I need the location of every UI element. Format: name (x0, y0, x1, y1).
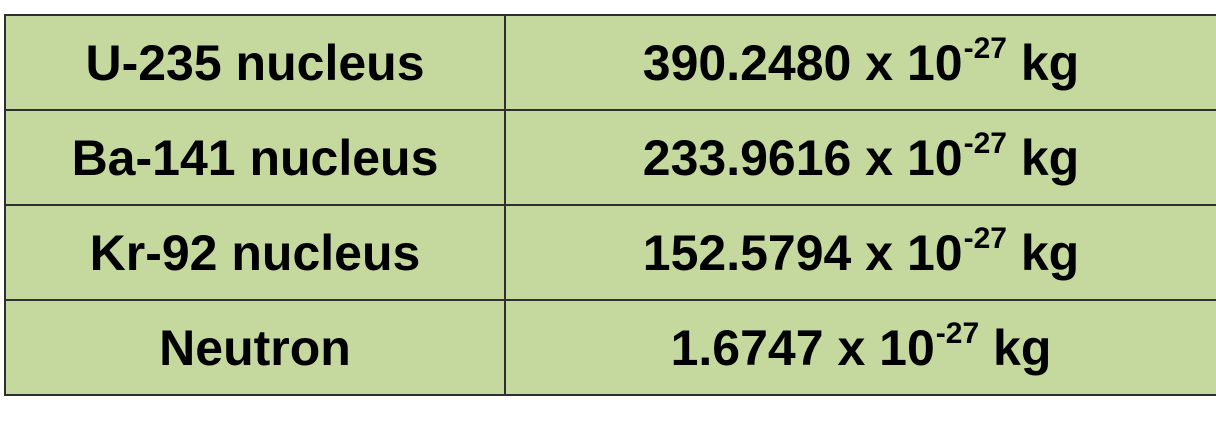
multiply-sign: x (837, 319, 866, 376)
table-row: Ba-141 nucleus 233.9616 x 10-27 kg (4, 109, 1216, 206)
power-exponent: -27 (935, 316, 980, 350)
power-base: 10 (906, 129, 963, 186)
particle-name-cell: Neutron (4, 299, 506, 396)
multiply-sign: x (865, 34, 894, 91)
table-row: U-235 nucleus 390.2480 x 10-27 kg (4, 14, 1216, 111)
table-row: Kr-92 nucleus 152.5794 x 10-27 kg (4, 204, 1216, 301)
mass-value-cell: 390.2480 x 10-27 kg (504, 14, 1216, 111)
mass-mantissa: 390.2480 (642, 34, 852, 91)
power-base: 10 (906, 34, 963, 91)
mass-unit: kg (1020, 224, 1080, 281)
multiply-sign: x (865, 224, 894, 281)
particle-mass-table: U-235 nucleus 390.2480 x 10-27 kg Ba-141… (4, 14, 1216, 396)
table-row: Neutron 1.6747 x 10-27 kg (4, 299, 1216, 396)
particle-name: Kr-92 nucleus (89, 224, 421, 281)
mass-mantissa: 1.6747 (670, 319, 824, 376)
mass-mantissa: 152.5794 (642, 224, 852, 281)
particle-name-cell: Ba-141 nucleus (4, 109, 506, 206)
particle-name: Neutron (159, 319, 351, 376)
particle-name-cell: Kr-92 nucleus (4, 204, 506, 301)
power-exponent: -27 (963, 126, 1007, 160)
particle-name: U-235 nucleus (85, 34, 425, 91)
particle-name-cell: U-235 nucleus (4, 14, 506, 111)
mass-unit: kg (993, 319, 1052, 376)
multiply-sign: x (865, 129, 894, 186)
power-exponent: -27 (963, 221, 1007, 255)
power-base: 10 (906, 224, 963, 281)
mass-value-cell: 152.5794 x 10-27 kg (504, 204, 1216, 301)
power-base: 10 (879, 319, 935, 376)
mass-value-cell: 233.9616 x 10-27 kg (504, 109, 1216, 206)
mass-unit: kg (1020, 129, 1080, 186)
mass-mantissa: 233.9616 (642, 129, 852, 186)
mass-value-cell: 1.6747 x 10-27 kg (504, 299, 1216, 396)
particle-name: Ba-141 nucleus (71, 129, 439, 186)
power-exponent: -27 (963, 31, 1007, 65)
mass-unit: kg (1020, 34, 1080, 91)
